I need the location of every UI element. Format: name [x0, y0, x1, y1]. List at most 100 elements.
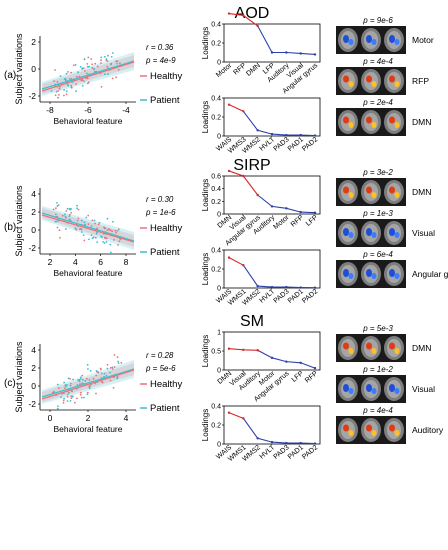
healthy-point: [114, 229, 117, 232]
healthy-point: [68, 213, 71, 216]
healthy-point: [83, 239, 86, 242]
behavior-loadings-y-tick-label: 0.4: [211, 96, 221, 103]
healthy-point: [86, 63, 89, 65]
healthy-point: [94, 222, 96, 225]
activation-blue: [366, 269, 372, 277]
behavior-loadings-y-tick-label: 0.2: [211, 423, 221, 430]
patient-point: [67, 377, 70, 380]
activation-blue: [394, 388, 400, 394]
healthy-point: [97, 223, 100, 226]
patient-point: [56, 383, 59, 386]
behavior-loadings-line-red: [228, 412, 244, 419]
healthy-point: [117, 244, 119, 246]
patient-point: [117, 360, 119, 363]
patient-point: [103, 242, 106, 244]
activation-warm: [343, 186, 349, 194]
network-loadings-y-tick-label: 0.4: [211, 22, 221, 29]
patient-point: [89, 370, 92, 372]
patient-point: [109, 371, 111, 374]
healthy-point: [59, 236, 61, 239]
healthy-point: [92, 377, 95, 380]
healthy-point: [113, 366, 116, 368]
patient-point: [105, 374, 108, 377]
behavior-loadings-point: [299, 441, 302, 445]
stat-p: p = 1e-6: [145, 208, 176, 217]
patient-point: [103, 55, 106, 58]
brain-network-name: Visual: [412, 384, 435, 394]
patient-point: [80, 231, 83, 233]
stat-p: p = 5e-6: [145, 364, 176, 373]
patient-point: [67, 393, 69, 396]
activation-blue: [348, 388, 354, 394]
patient-point: [106, 367, 109, 370]
network-loadings-y-tick-label: 0.2: [211, 41, 221, 48]
patient-point: [88, 65, 90, 68]
patient-point: [83, 396, 85, 399]
healthy-point: [58, 94, 60, 96]
behavior-loadings-point: [227, 256, 231, 259]
activation-blue: [389, 384, 395, 392]
scatter-x-tick-label: 4: [73, 257, 78, 267]
patient-point: [96, 241, 99, 243]
stat-r: r = 0.36: [146, 43, 174, 52]
healthy-point: [70, 212, 72, 214]
network-loadings-category-label: DMN: [245, 62, 262, 78]
healthy-point: [109, 379, 112, 382]
brain-network-name: DMN: [412, 343, 431, 353]
activation-warm: [394, 122, 400, 128]
patient-point: [106, 217, 109, 220]
activation-warm: [348, 192, 354, 198]
healthy-point: [69, 382, 72, 385]
healthy-point: [52, 208, 55, 211]
healthy-point: [76, 75, 78, 78]
network-loadings-point: [242, 174, 245, 178]
behavior-loadings-point: [227, 103, 231, 106]
patient-point: [107, 54, 109, 57]
network-loadings-point: [270, 356, 274, 360]
patient-point: [117, 362, 120, 364]
brain-network-name: Auditory: [412, 425, 444, 435]
patient-point: [69, 384, 72, 387]
network-loadings-y-tick-label: 0.4: [211, 186, 221, 193]
scatter-x-tick-label: -4: [122, 105, 130, 115]
healthy-point: [113, 238, 115, 241]
network-loadings-y-label: Loadings: [201, 179, 210, 211]
healthy-point: [73, 64, 75, 67]
behavior-loadings-y-tick-label: 0.4: [211, 248, 221, 255]
activation-blue: [343, 269, 349, 277]
patient-trend-line: [41, 368, 135, 398]
patient-point: [107, 73, 109, 76]
network-loadings-point: [256, 349, 259, 352]
behavior-loadings-frame: [223, 97, 321, 137]
healthy-point: [56, 226, 59, 229]
brain-network-name: DMN: [412, 117, 431, 127]
activation-blue: [348, 273, 354, 279]
activation-warm: [394, 430, 400, 436]
patient-point: [71, 395, 74, 398]
network-loadings-category-label: Motor: [272, 214, 291, 231]
panel-label: (c): [4, 378, 16, 389]
healthy-point: [112, 386, 115, 389]
patient-point: [57, 405, 59, 408]
scatter-x-tick-label: -6: [84, 105, 92, 115]
behavior-loadings-point: [313, 442, 317, 445]
patient-point: [59, 75, 62, 77]
patient-point: [83, 58, 86, 60]
healthy-point: [92, 236, 95, 239]
network-loadings-category-label: LFP: [305, 214, 320, 228]
legend-healthy: Healthy: [150, 71, 182, 82]
healthy-point: [62, 402, 65, 404]
network-loadings-point: [227, 169, 231, 173]
brain-network-name: Angular gyrus: [412, 269, 448, 279]
patient-point: [76, 207, 78, 210]
behavior-loadings-point: [242, 417, 245, 420]
activation-warm: [343, 424, 349, 432]
behavior-loadings-point: [285, 133, 288, 137]
activation-warm: [366, 342, 372, 350]
network-loadings-y-tick-label: 0.2: [211, 199, 221, 206]
scatter-y-tick-label: 4: [31, 189, 36, 199]
healthy-trend-line: [41, 369, 135, 400]
network-loadings-point: [256, 24, 259, 28]
activation-warm: [366, 116, 372, 124]
